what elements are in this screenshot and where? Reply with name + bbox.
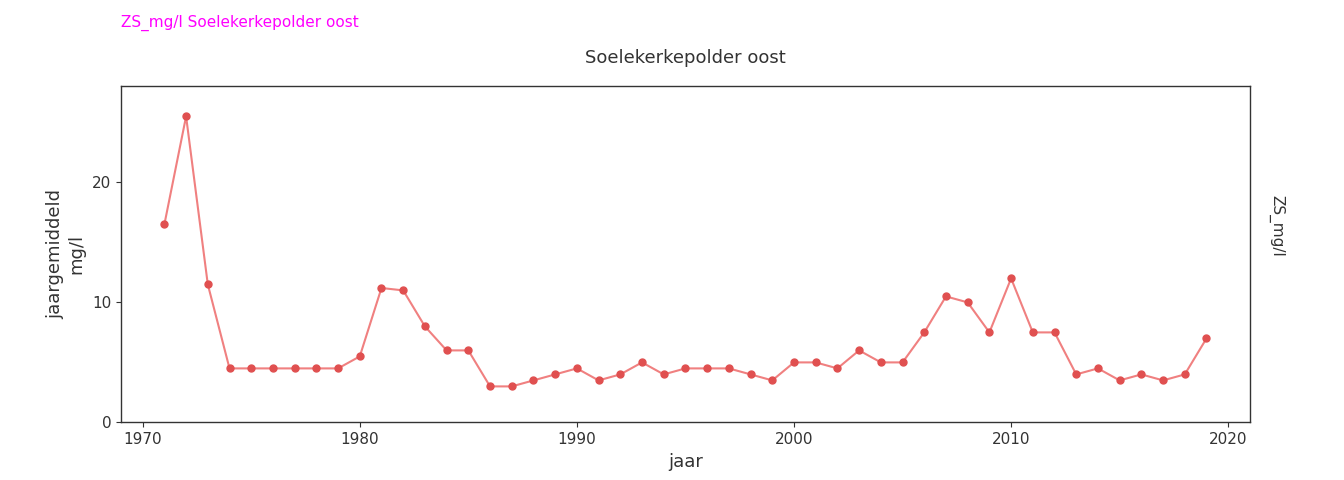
Point bbox=[566, 365, 587, 372]
Point bbox=[1130, 371, 1152, 378]
Point bbox=[1175, 371, 1196, 378]
Point bbox=[1000, 275, 1021, 282]
Point bbox=[1021, 328, 1043, 336]
Point bbox=[392, 287, 414, 294]
Point bbox=[435, 347, 457, 354]
X-axis label: jaar: jaar bbox=[668, 453, 703, 471]
Point bbox=[480, 383, 501, 390]
Point bbox=[1109, 376, 1130, 384]
Point bbox=[653, 371, 675, 378]
Point bbox=[957, 299, 978, 306]
Point bbox=[827, 365, 848, 372]
Point bbox=[739, 371, 761, 378]
Point bbox=[523, 376, 544, 384]
Point bbox=[892, 359, 914, 366]
Point bbox=[262, 365, 284, 372]
Point bbox=[219, 365, 241, 372]
Text: Soelekerkepolder oost: Soelekerkepolder oost bbox=[585, 48, 786, 67]
Point bbox=[328, 365, 349, 372]
Point bbox=[1066, 371, 1087, 378]
Point bbox=[848, 347, 870, 354]
Text: ZS_mg/l Soelekerkepolder oost: ZS_mg/l Soelekerkepolder oost bbox=[121, 14, 359, 31]
Y-axis label: jaargemiddeld
mg/l: jaargemiddeld mg/l bbox=[46, 190, 85, 319]
Point bbox=[1152, 376, 1173, 384]
Point bbox=[870, 359, 891, 366]
Point bbox=[153, 221, 175, 228]
Point bbox=[284, 365, 305, 372]
Point bbox=[805, 359, 827, 366]
Point bbox=[914, 328, 935, 336]
Point bbox=[978, 328, 1000, 336]
Point bbox=[1044, 328, 1066, 336]
Point bbox=[610, 371, 632, 378]
Point bbox=[501, 383, 523, 390]
Point bbox=[696, 365, 718, 372]
Point bbox=[457, 347, 478, 354]
Point bbox=[632, 359, 653, 366]
Point bbox=[175, 112, 196, 120]
Point bbox=[1087, 365, 1109, 372]
Point bbox=[587, 376, 609, 384]
Text: ZS_mg/l: ZS_mg/l bbox=[1269, 195, 1285, 256]
Point bbox=[349, 352, 371, 360]
Point bbox=[718, 365, 739, 372]
Point bbox=[762, 376, 784, 384]
Point bbox=[305, 365, 327, 372]
Point bbox=[935, 292, 957, 300]
Point bbox=[198, 280, 219, 288]
Point bbox=[675, 365, 696, 372]
Point bbox=[784, 359, 805, 366]
Point bbox=[414, 323, 435, 330]
Point bbox=[544, 371, 566, 378]
Point bbox=[241, 365, 262, 372]
Point bbox=[1196, 335, 1218, 342]
Point bbox=[371, 284, 392, 292]
